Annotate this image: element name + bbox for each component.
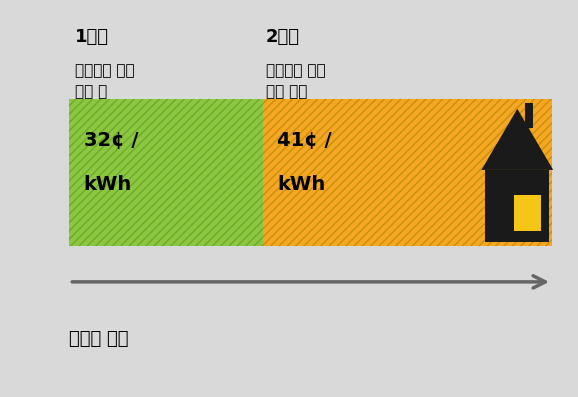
Bar (486, 170, 549, 242)
Text: 32¢ /: 32¢ / (84, 131, 138, 150)
Bar (525, 103, 533, 128)
Polygon shape (481, 109, 553, 170)
Text: 1단계: 1단계 (75, 28, 109, 46)
Bar (514, 195, 541, 231)
Text: kWh: kWh (84, 175, 132, 194)
Text: 2단계: 2단계 (266, 28, 300, 46)
Bar (263, 99, 552, 246)
Text: 41¢ /: 41¢ / (277, 131, 332, 150)
Bar (69, 99, 263, 246)
Bar (263, 99, 552, 246)
Text: 에너지 사용: 에너지 사용 (69, 330, 129, 347)
Text: 기본요율 할당
범위 초과: 기본요율 할당 범위 초과 (266, 64, 325, 100)
Bar (69, 99, 263, 246)
Text: 기본요율 할당
범위 내: 기본요율 할당 범위 내 (75, 64, 135, 100)
Text: kWh: kWh (277, 175, 325, 194)
